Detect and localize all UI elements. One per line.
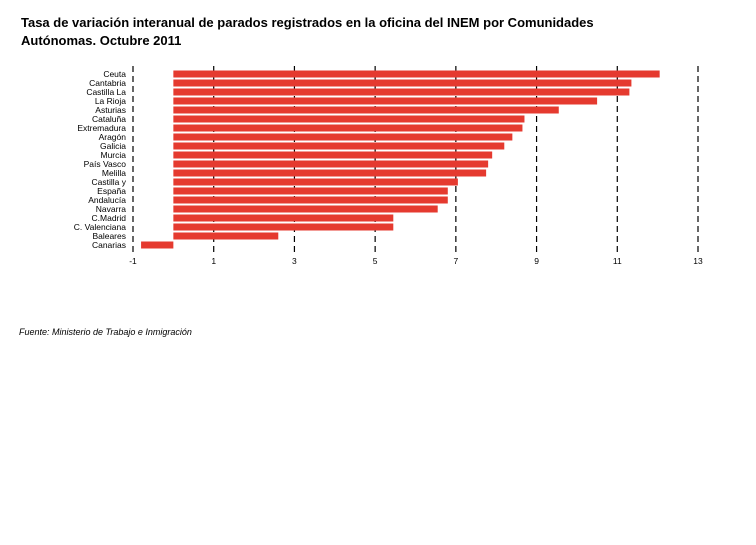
bar bbox=[173, 106, 559, 114]
category-label: Castilla y bbox=[92, 177, 127, 187]
grid-lines bbox=[132, 66, 699, 253]
bar bbox=[173, 160, 489, 168]
category-label: Cantabria bbox=[89, 78, 126, 88]
bar bbox=[141, 241, 174, 249]
x-tick-label: 1 bbox=[211, 256, 216, 266]
category-label: Asturias bbox=[95, 105, 126, 115]
bars bbox=[141, 70, 660, 249]
x-tick-label: 3 bbox=[292, 256, 297, 266]
category-label: Canarias bbox=[92, 240, 126, 250]
bar bbox=[173, 97, 598, 105]
bar bbox=[173, 169, 487, 177]
x-tick-labels: -1 1 3 5 7 9 11 13 bbox=[129, 256, 703, 266]
category-label: Castilla La bbox=[86, 87, 126, 97]
category-label: País Vasco bbox=[84, 159, 127, 169]
category-label: C.Madrid bbox=[92, 213, 127, 223]
x-tick-label: -1 bbox=[129, 256, 137, 266]
x-tick-label: 13 bbox=[693, 256, 703, 266]
bar bbox=[173, 79, 632, 87]
category-label: España bbox=[97, 186, 126, 196]
bar bbox=[173, 205, 438, 213]
category-label: Extremadura bbox=[77, 123, 126, 133]
category-label: Aragón bbox=[99, 132, 127, 142]
bar bbox=[173, 196, 448, 204]
category-label: Andalucía bbox=[88, 195, 126, 205]
category-label: Ceuta bbox=[103, 69, 126, 79]
bar bbox=[173, 133, 513, 141]
bar bbox=[173, 214, 394, 222]
category-label: La Rioja bbox=[95, 96, 126, 106]
bar bbox=[173, 232, 279, 240]
bar bbox=[173, 115, 525, 123]
category-label: Cataluña bbox=[92, 114, 126, 124]
category-label: Galicia bbox=[100, 141, 126, 151]
category-label: C. Valenciana bbox=[74, 222, 127, 232]
bar bbox=[173, 151, 493, 159]
x-tick-label: 9 bbox=[534, 256, 539, 266]
bar bbox=[173, 178, 458, 186]
x-tick-label: 7 bbox=[453, 256, 458, 266]
source-note: Fuente: Ministerio de Trabajo e Inmigrac… bbox=[19, 327, 192, 337]
bar bbox=[173, 223, 394, 231]
bar bbox=[173, 187, 448, 195]
category-label: Melilla bbox=[102, 168, 126, 178]
category-label: Murcia bbox=[100, 150, 126, 160]
bar bbox=[173, 70, 660, 78]
x-tick-label: 5 bbox=[373, 256, 378, 266]
bar bbox=[173, 142, 505, 150]
x-tick-label: 11 bbox=[613, 256, 622, 266]
category-label: Navarra bbox=[96, 204, 127, 214]
bar bbox=[173, 88, 630, 96]
category-label: Baleares bbox=[92, 231, 126, 241]
bar bbox=[173, 124, 523, 132]
chart-title: Tasa de variación interanual de parados … bbox=[21, 15, 594, 48]
